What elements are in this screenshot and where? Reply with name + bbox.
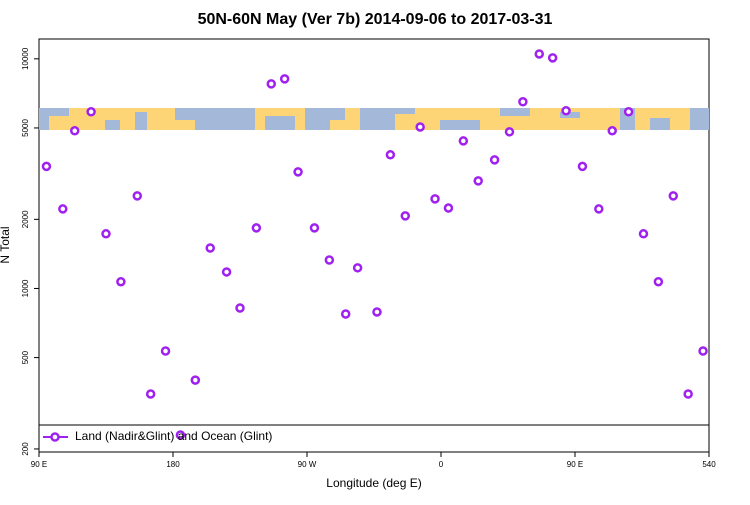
y-axis-label: N Total — [0, 226, 12, 263]
point — [251, 223, 262, 233]
x-tick-label: 0 — [439, 460, 444, 469]
point — [190, 375, 201, 385]
point — [324, 255, 335, 265]
point — [547, 53, 558, 63]
x-tick-label: 90 E — [31, 460, 47, 469]
x-axis-label: Longitude (deg E) — [326, 476, 421, 490]
point — [116, 276, 126, 287]
map-band — [39, 108, 709, 130]
point — [473, 176, 483, 186]
x-tick-label: 90 E — [567, 460, 583, 469]
point — [279, 74, 290, 84]
legend-label: Land (Nadir&Glint) and Ocean (Glint) — [75, 429, 272, 443]
point — [340, 309, 351, 319]
point — [561, 106, 571, 116]
point — [132, 191, 143, 201]
point — [205, 243, 215, 253]
point — [698, 346, 708, 356]
point — [653, 276, 664, 287]
point — [607, 126, 617, 136]
point — [400, 211, 411, 221]
point — [623, 107, 634, 117]
point — [577, 161, 588, 172]
x-tick-label: 90 W — [298, 460, 317, 469]
point — [175, 430, 186, 440]
point — [221, 267, 232, 277]
point — [683, 389, 693, 399]
y-tick-label: 2000 — [21, 210, 30, 228]
y-tick-label: 10000 — [21, 47, 30, 70]
point — [293, 167, 303, 177]
point — [145, 389, 156, 399]
y-tick-label: 5000 — [21, 119, 30, 137]
point — [638, 229, 649, 239]
plot-frame — [38, 38, 710, 453]
point — [69, 126, 80, 136]
point — [266, 79, 277, 89]
point — [58, 204, 68, 214]
chart-title: 50N-60N May (Ver 7b) 2014-09-06 to 2017-… — [198, 11, 553, 28]
legend-marker — [50, 432, 60, 442]
point — [458, 136, 469, 146]
point — [534, 49, 545, 59]
point — [309, 223, 320, 233]
x-tick-label: 540 — [702, 460, 716, 469]
y-tick-label: 200 — [21, 442, 30, 456]
point — [594, 204, 604, 214]
point — [385, 150, 396, 160]
point — [41, 161, 52, 172]
point — [443, 203, 454, 213]
y-tick-label: 1000 — [21, 279, 30, 297]
point — [415, 122, 425, 132]
point — [430, 194, 440, 204]
point — [518, 97, 528, 107]
point — [489, 155, 500, 165]
point — [352, 263, 363, 273]
y-tick-label: 500 — [21, 350, 30, 364]
point — [235, 303, 245, 313]
point — [160, 346, 171, 356]
point — [372, 307, 382, 317]
point — [668, 191, 679, 201]
point — [86, 107, 96, 117]
point — [504, 127, 515, 137]
point — [101, 229, 111, 239]
x-tick-label: 180 — [166, 460, 180, 469]
